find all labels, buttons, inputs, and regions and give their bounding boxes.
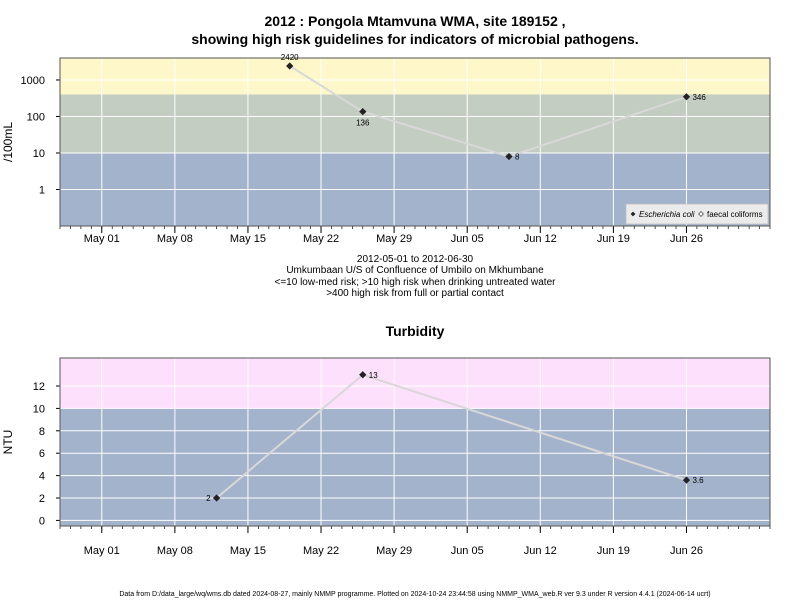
x-tick-label: May 29 — [376, 545, 412, 557]
subtitle-risk-drinking: <=10 low-med risk; >10 high risk when dr… — [275, 277, 557, 288]
footer-note: Data from D:/data_large/wq/wms.db dated … — [119, 591, 710, 598]
data-point — [286, 62, 294, 70]
data-label: 13 — [369, 371, 378, 380]
y-axis-label: NTU — [1, 430, 15, 455]
turbidity-title: Turbidity — [386, 323, 445, 339]
x-tick-label: Jun 12 — [524, 545, 557, 557]
x-tick-label: May 08 — [157, 545, 193, 557]
y-tick-label: 8 — [39, 426, 45, 438]
x-tick-label: May 15 — [230, 545, 266, 557]
data-point — [682, 476, 691, 484]
y-tick-label: 10 — [33, 148, 45, 160]
data-point — [682, 93, 691, 101]
risk-band-1 — [60, 358, 770, 409]
y-tick-label: 1 — [39, 184, 45, 196]
x-tick-label: May 01 — [84, 545, 120, 557]
x-tick-label: May 22 — [303, 233, 339, 245]
plot-frame — [59, 357, 771, 527]
y-tick-label: 0 — [39, 515, 45, 527]
data-label: 2420 — [281, 53, 299, 62]
y-tick-label: 2 — [39, 493, 45, 505]
x-tick-label: Jun 26 — [670, 545, 703, 557]
risk-band-1 — [60, 94, 770, 153]
turbidity-panel: 0 2 4 6 8 10 12 May 01 May 08 May 15 May 22 May 29 J… — [1, 357, 771, 557]
data-point — [212, 494, 221, 502]
x-tick-label: Jun 12 — [524, 233, 557, 245]
x-tick-label: May 08 — [157, 233, 193, 245]
legend-marker-ecoli — [630, 211, 636, 217]
y-tick-label: 6 — [39, 448, 45, 460]
legend-label-faecal: faecal coliforms — [707, 210, 763, 219]
x-tick-label: Jun 26 — [670, 233, 703, 245]
x-tick-label: Jun 19 — [597, 233, 630, 245]
y-tick-label: 10 — [33, 403, 45, 415]
data-point — [359, 107, 367, 116]
y-tick-label: 1000 — [21, 75, 45, 87]
chart-title-line1: 2012 : Pongola Mtamvuna WMA, site 189152… — [264, 13, 565, 29]
y-tick-label: 4 — [39, 471, 45, 483]
x-tick-label: Jun 19 — [597, 545, 630, 557]
subtitle-risk-contact: >400 high risk from full or partial cont… — [326, 288, 504, 299]
data-point — [359, 371, 367, 379]
risk-band-0 — [60, 408, 770, 526]
risk-band-2 — [60, 58, 770, 95]
legend-marker-faecal — [698, 211, 704, 217]
chart-title-line2: showing high risk guidelines for indicat… — [191, 31, 638, 47]
x-tick-label: May 15 — [230, 233, 266, 245]
y-tick-label: 12 — [33, 381, 45, 393]
microbial-panel: 1 10 100 1000 May 01 May 08 May 15 May 22 May 29… — [1, 53, 771, 245]
data-label: 136 — [356, 119, 370, 128]
x-tick-label: May 22 — [303, 545, 339, 557]
legend-box — [625, 203, 769, 225]
x-tick-label: Jun 05 — [451, 233, 484, 245]
series-line — [289, 65, 687, 158]
subtitle-site-name: Umkumbaan U/S of Confluence of Umbilo on… — [286, 265, 544, 276]
y-axis-label: /100mL — [1, 122, 15, 162]
data-label: 3.6 — [692, 476, 704, 485]
data-label: 346 — [692, 93, 706, 102]
x-tick-label: Jun 05 — [451, 545, 484, 557]
data-label: 8 — [515, 153, 520, 162]
x-tick-label: May 01 — [84, 233, 120, 245]
x-tick-label: May 29 — [376, 233, 412, 245]
subtitle-date-range: 2012-05-01 to 2012-06-30 — [357, 254, 474, 265]
plot-frame — [59, 57, 771, 227]
legend-label-ecoli: Escherichia coli — [639, 210, 695, 219]
y-tick-label: 100 — [27, 111, 45, 123]
data-point — [505, 152, 513, 161]
data-label: 2 — [206, 494, 211, 503]
